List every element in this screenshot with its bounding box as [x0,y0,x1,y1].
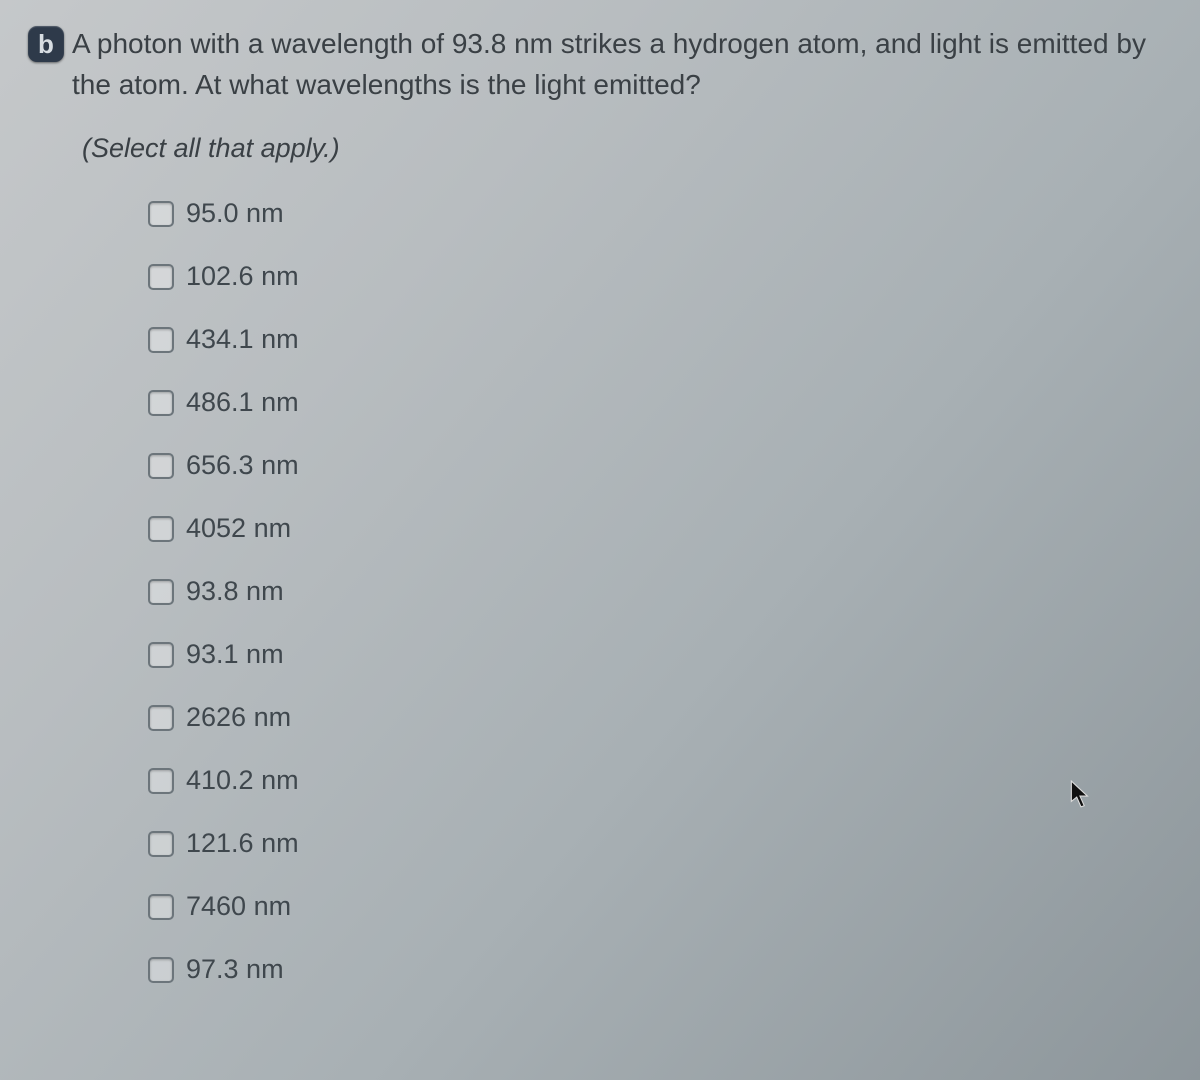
option-label: 102.6 nm [186,261,299,292]
option-row[interactable]: 7460 nm [148,879,1180,934]
option-checkbox[interactable] [148,831,174,857]
option-row[interactable]: 93.8 nm [148,564,1180,619]
option-row[interactable]: 121.6 nm [148,816,1180,871]
option-checkbox[interactable] [148,957,174,983]
option-row[interactable]: 656.3 nm [148,438,1180,493]
option-checkbox[interactable] [148,201,174,227]
option-label: 93.8 nm [186,576,284,607]
option-label: 97.3 nm [186,954,284,985]
option-row[interactable]: 410.2 nm [148,753,1180,808]
option-row[interactable]: 4052 nm [148,501,1180,556]
option-checkbox[interactable] [148,579,174,605]
options-list: 95.0 nm 102.6 nm 434.1 nm 486.1 nm 656.3… [148,186,1180,997]
option-checkbox[interactable] [148,264,174,290]
option-checkbox[interactable] [148,516,174,542]
question-text: A photon with a wavelength of 93.8 nm st… [72,24,1180,105]
option-label: 486.1 nm [186,387,299,418]
question-badge: b [28,26,64,62]
option-label: 4052 nm [186,513,291,544]
option-row[interactable]: 2626 nm [148,690,1180,745]
question-header: b A photon with a wavelength of 93.8 nm … [28,24,1180,105]
option-checkbox[interactable] [148,390,174,416]
option-row[interactable]: 97.3 nm [148,942,1180,997]
option-row[interactable]: 434.1 nm [148,312,1180,367]
instruction-text: (Select all that apply.) [82,133,1180,164]
option-label: 410.2 nm [186,765,299,796]
option-label: 7460 nm [186,891,291,922]
option-label: 93.1 nm [186,639,284,670]
option-checkbox[interactable] [148,768,174,794]
option-row[interactable]: 93.1 nm [148,627,1180,682]
option-row[interactable]: 95.0 nm [148,186,1180,241]
option-row[interactable]: 102.6 nm [148,249,1180,304]
option-checkbox[interactable] [148,327,174,353]
option-label: 434.1 nm [186,324,299,355]
option-checkbox[interactable] [148,642,174,668]
option-label: 95.0 nm [186,198,284,229]
option-checkbox[interactable] [148,894,174,920]
option-label: 2626 nm [186,702,291,733]
option-checkbox[interactable] [148,705,174,731]
question-container: b A photon with a wavelength of 93.8 nm … [0,0,1200,1017]
option-label: 121.6 nm [186,828,299,859]
option-row[interactable]: 486.1 nm [148,375,1180,430]
option-label: 656.3 nm [186,450,299,481]
option-checkbox[interactable] [148,453,174,479]
